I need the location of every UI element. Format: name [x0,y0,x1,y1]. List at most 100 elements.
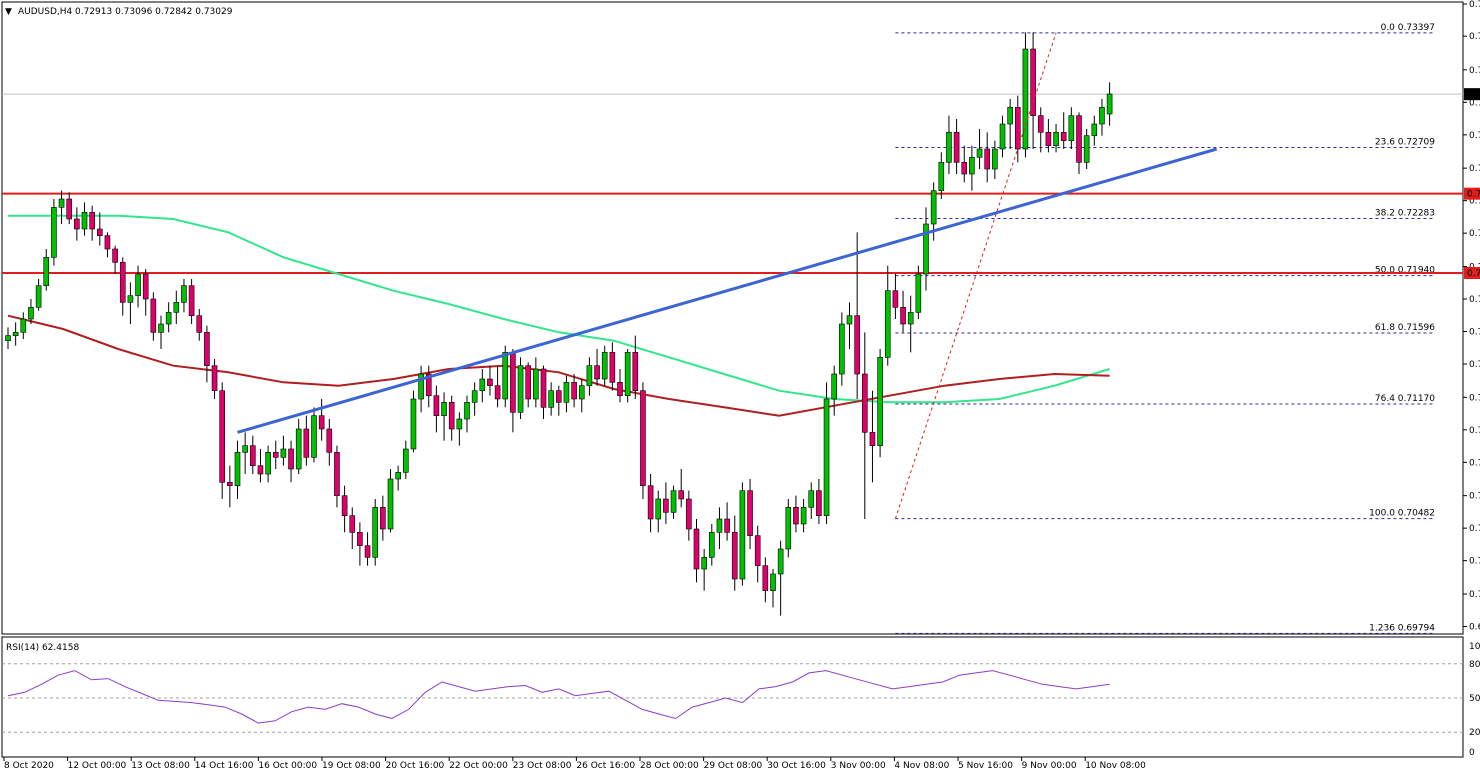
price-tick-label: 0.70820 [1469,458,1480,468]
candle-body [357,532,363,546]
fib-diagonal [894,32,1057,519]
price-tick-label: 0.70425 [1469,524,1480,534]
candle-body [1053,132,1059,146]
trend-line [237,147,1218,434]
candle-body [227,482,233,486]
candle-body [846,315,853,325]
candle-body [1091,123,1098,136]
candle-body [234,452,241,486]
time-tick-label: 30 Oct 16:00 [767,761,826,771]
moving-averages [7,214,1110,417]
time-tick-label: 10 Nov 08:00 [1085,761,1146,771]
candle-body [930,190,937,225]
candle-body [900,307,906,325]
candle-body [280,448,287,458]
price-tick-label: 0.71210 [1469,393,1480,403]
time-tick-label: 8 Oct 2020 [4,761,54,771]
header-symbol: AUDUSD,H4 [18,7,73,17]
candle-body [1106,93,1113,115]
price-tick-label: 0.70620 [1469,492,1480,502]
rsi-tick-label: 20 [1469,728,1480,738]
fib-level-label: 50.0 0.71940 [1375,266,1435,276]
time-tick-label: 22 Oct 00:00 [449,761,508,771]
candle-body [135,273,141,296]
horizontal-lines: 0.0 0.73397 23.6 0.72709 38.2 0.72283 50.0 … [2,23,1463,634]
candle-body [464,402,470,420]
candles [5,32,1113,616]
candle-body [670,490,677,513]
candle-body [20,318,27,333]
candle-body [800,507,807,525]
candle-body [969,157,975,175]
candle-body [655,498,662,520]
rsi-tick-label: 100 [1469,642,1480,652]
candle-body [158,323,164,333]
candle-body [441,402,447,416]
candle-body [387,478,394,530]
candle-body [318,415,325,430]
price-tick-label: 0.70030 [1469,590,1480,600]
candle-body [701,557,707,570]
time-tick-label: 20 Oct 16:00 [386,761,445,771]
candle-body [869,432,876,446]
candle-body [808,490,815,508]
price-tick-label: 0.71800 [1469,295,1480,305]
candle-body [548,390,554,408]
header-ohlc: 0.72913 0.73096 0.72842 0.73029 [75,7,233,17]
candle-body [854,315,860,375]
level-price-tag: 0.72432 [1467,190,1480,200]
candle-body [219,390,225,483]
candle-body [242,445,248,453]
candle-body [525,365,532,400]
candle-body [724,518,730,533]
candle-body [5,335,11,341]
header-arrow-icon[interactable]: ▼ [5,7,12,17]
level-price-tag: 0.71956 [1467,269,1480,279]
candle-body [196,315,203,333]
candle-body [777,548,784,575]
candle-body [632,352,639,391]
candle-body [471,390,478,403]
time-axis: 8 Oct 2020 12 Oct 00:00 13 Oct 08:00 14 Oct… [3,757,1146,771]
candle-body [762,565,769,591]
time-tick-label: 14 Oct 16:00 [195,761,254,771]
candle-body [907,312,914,325]
candle-body [502,352,509,400]
time-tick-label: 12 Oct 00:00 [68,761,127,771]
fib-level-label: 61.8 0.71596 [1375,323,1435,333]
price-tick-label: 0.73175 [1469,66,1480,76]
candle-body [1007,107,1013,125]
candle-body [624,352,631,396]
candle-body [884,290,891,358]
fib-level-label: 76.4 0.71170 [1375,394,1435,404]
price-axis: 0.73570 0.73377 0.73175 0.72980 0.72785 0.725… [1463,0,1480,633]
candle-body [953,132,960,163]
candle-body [494,385,501,400]
candle-body [51,207,57,258]
candle-body [1083,135,1090,163]
price-tick-label: 0.69835 [1469,623,1480,633]
rsi-indicator: 100 80 50 20 0 [2,642,1480,758]
candle-body [173,302,180,313]
candle-body [150,298,157,333]
candle-body [923,223,929,275]
candle-body [686,498,692,530]
candle-body [609,352,616,383]
candle-body [915,273,922,313]
candle-body [961,162,968,175]
candle-body [188,285,195,316]
candle-body [334,452,340,496]
candle-body [601,352,608,380]
time-tick-label: 26 Oct 16:00 [576,761,635,771]
time-tick-label: 13 Oct 08:00 [131,761,190,771]
price-tick-label: 0.71410 [1469,360,1480,370]
time-tick-label: 5 Nov 16:00 [958,761,1013,771]
candle-body [586,365,593,386]
candle-body [831,373,838,400]
time-tick-label: 3 Nov 00:00 [831,761,886,771]
candle-body [617,382,623,396]
candle-body [517,365,524,413]
candle-body [211,365,218,391]
candle-body [770,573,776,591]
candle-body [43,257,50,286]
